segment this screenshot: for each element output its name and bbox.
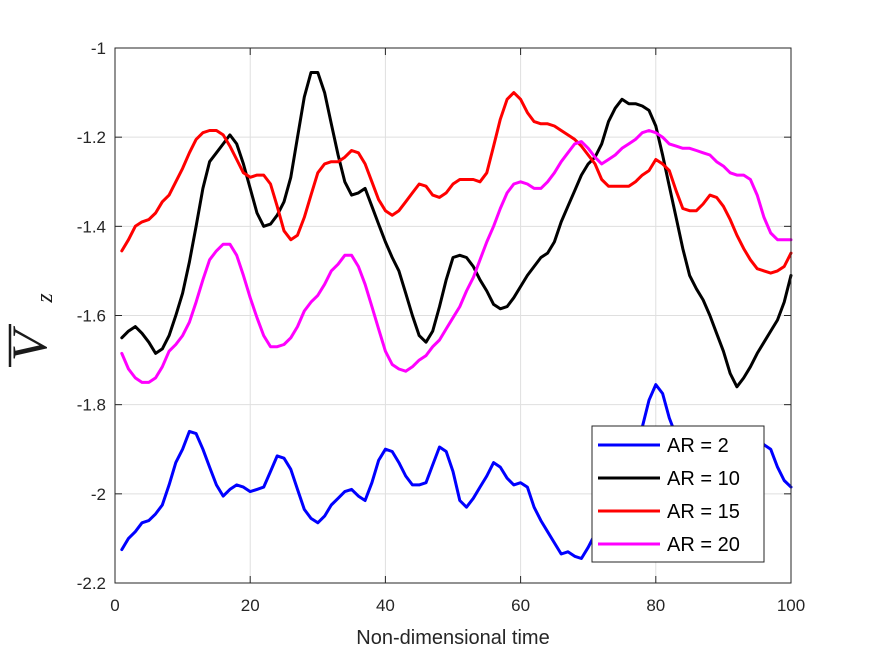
- y-tick-label: -1.8: [77, 396, 106, 415]
- legend-label-1: AR = 2: [667, 435, 729, 457]
- x-tick-label: 80: [646, 596, 665, 615]
- x-axis-ticks: 0 20 40 60 80 100: [110, 48, 805, 615]
- x-tick-label: 20: [241, 596, 260, 615]
- legend-box: [591, 425, 765, 563]
- x-tick-label: 60: [511, 596, 530, 615]
- x-axis-label: Non-dimensional time: [356, 627, 549, 649]
- y-axis-label: V z: [1, 293, 58, 367]
- x-tick-label: 100: [777, 596, 805, 615]
- y-axis-ticks: -2.2 -2 -1.8 -1.6 -1.4 -1.2 -1: [77, 39, 791, 593]
- series-line-3: [120, 91, 793, 275]
- y-tick-label: -2: [91, 485, 106, 504]
- y-tick-label: -1.4: [77, 217, 106, 236]
- y-tick-label: -2.2: [77, 574, 106, 593]
- legend-label-3: AR = 15: [667, 501, 740, 523]
- x-tick-label: 40: [376, 596, 395, 615]
- legend-label-4: AR = 20: [667, 534, 740, 556]
- x-tick-label: 0: [110, 596, 119, 615]
- y-tick-label: -1.2: [77, 128, 106, 147]
- legend: AR = 2 AR = 10 AR = 15 AR = 20: [591, 425, 765, 563]
- series-line-2: [120, 71, 793, 389]
- y-tick-label: -1: [91, 39, 106, 58]
- legend-label-2: AR = 10: [667, 468, 740, 490]
- y-axis-label-subscript: z: [32, 293, 58, 304]
- series-line-4: [120, 129, 793, 384]
- y-tick-label: -1.6: [77, 307, 106, 326]
